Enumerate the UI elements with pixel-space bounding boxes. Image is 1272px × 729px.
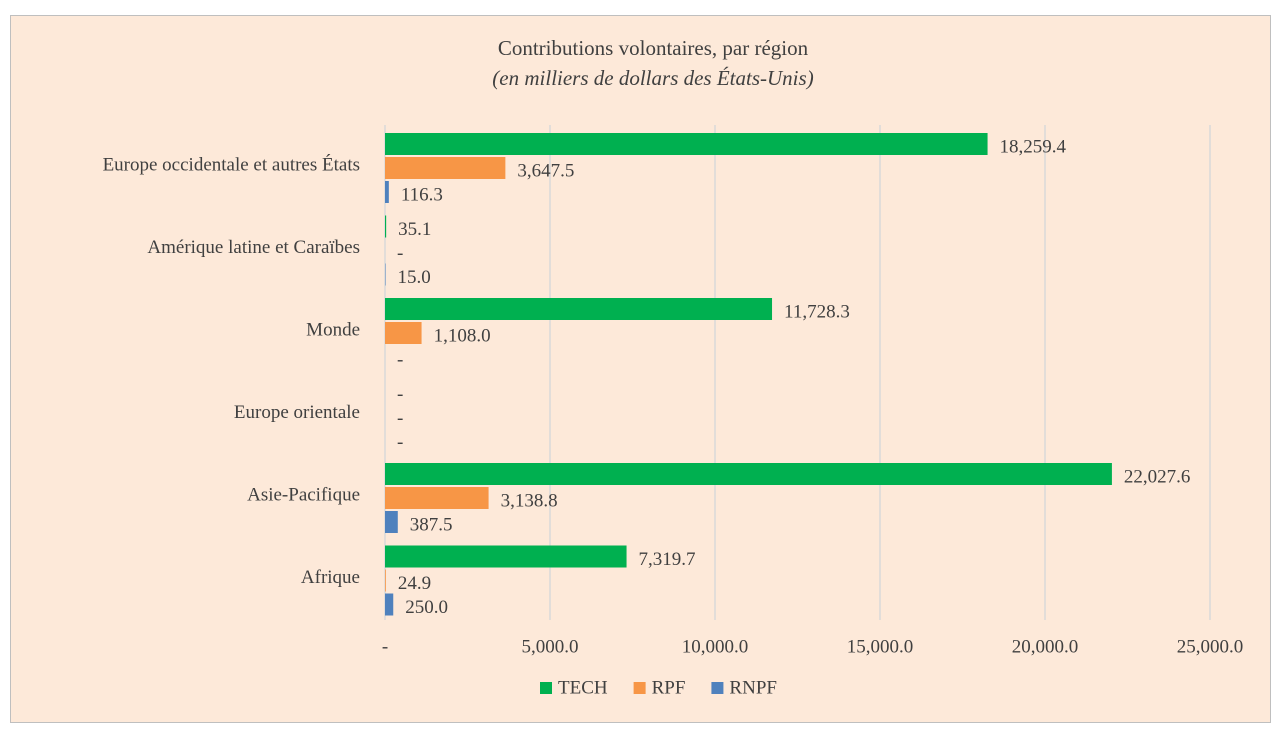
y-tick-label: Europe occidentale et autres États — [103, 154, 360, 176]
bar — [385, 181, 389, 203]
bar — [385, 511, 398, 533]
data-label: 35.1 — [398, 219, 431, 240]
x-tick-label: - — [382, 636, 388, 657]
data-label: 24.9 — [398, 573, 431, 594]
bar — [385, 133, 988, 155]
y-tick-label: Europe orientale — [234, 402, 360, 423]
data-label: - — [397, 349, 403, 370]
data-label: 3,138.8 — [501, 490, 558, 511]
chart-subtitle: (en milliers de dollars des États-Unis) — [492, 66, 813, 90]
bar — [385, 157, 505, 179]
chart-background — [11, 16, 1271, 723]
data-label: - — [397, 243, 403, 264]
legend-swatch — [634, 682, 646, 694]
bar — [385, 570, 386, 592]
x-tick-label: 25,000.0 — [1177, 636, 1244, 657]
y-tick-label: Amérique latine et Caraïbes — [147, 237, 360, 258]
legend-label: RNPF — [729, 677, 777, 698]
data-label: 7,319.7 — [639, 549, 696, 570]
data-label: 11,728.3 — [784, 301, 850, 322]
data-label: 387.5 — [410, 514, 453, 535]
x-tick-label: 20,000.0 — [1012, 636, 1079, 657]
bar — [385, 216, 386, 238]
data-label: 1,108.0 — [434, 325, 491, 346]
data-label: - — [397, 408, 403, 429]
data-label: 250.0 — [405, 597, 448, 618]
data-label: - — [397, 384, 403, 405]
bar — [385, 487, 489, 509]
legend-label: RPF — [652, 677, 686, 698]
data-label: 22,027.6 — [1124, 466, 1191, 487]
data-label: - — [397, 432, 403, 453]
legend-swatch — [711, 682, 723, 694]
bar — [385, 298, 772, 320]
chart-title: Contributions volontaires, par région — [498, 36, 809, 60]
data-label: 116.3 — [401, 184, 443, 205]
x-tick-label: 5,000.0 — [522, 636, 579, 657]
data-label: 15.0 — [397, 267, 430, 288]
legend-swatch — [540, 682, 552, 694]
data-label: 3,647.5 — [517, 160, 574, 181]
bar — [385, 463, 1112, 485]
x-tick-label: 15,000.0 — [847, 636, 914, 657]
y-tick-label: Afrique — [301, 567, 360, 588]
y-tick-label: Monde — [306, 320, 360, 341]
data-label: 18,259.4 — [1000, 136, 1067, 157]
legend-label: TECH — [558, 677, 608, 698]
bar — [385, 322, 422, 344]
bar — [385, 546, 627, 568]
bar — [385, 594, 393, 616]
y-tick-label: Asie-Pacifique — [247, 485, 360, 506]
x-tick-label: 10,000.0 — [682, 636, 749, 657]
